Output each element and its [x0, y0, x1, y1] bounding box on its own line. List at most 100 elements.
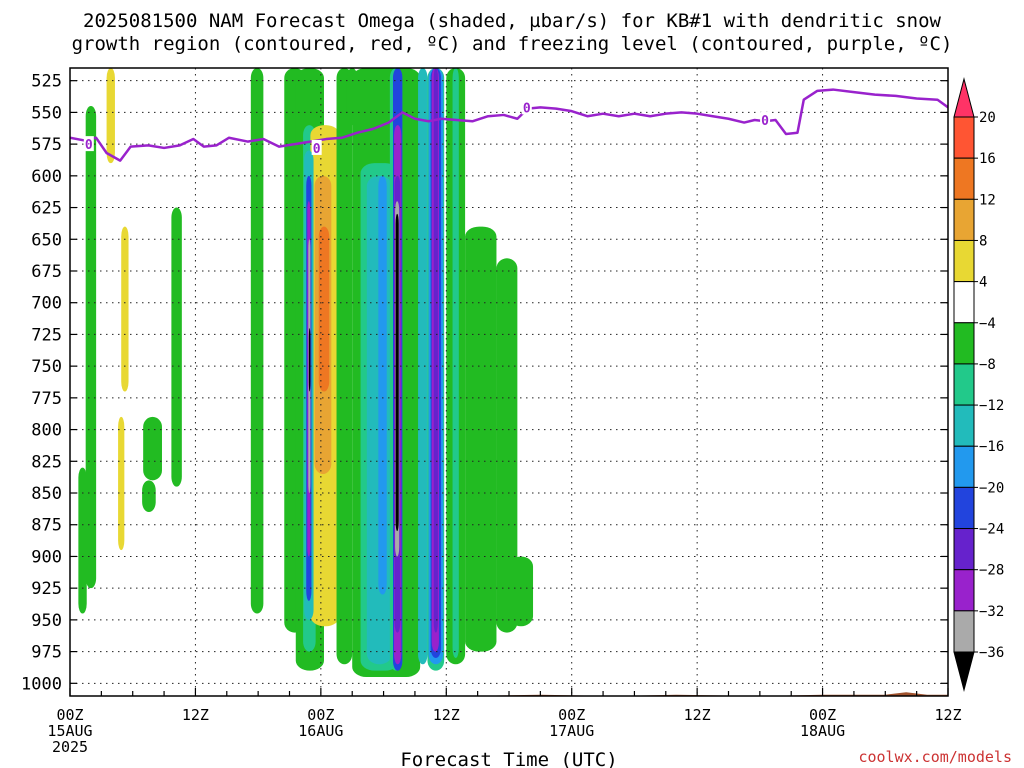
colorbar-label-6: −8 [979, 357, 996, 373]
ytick-label-875: 875 [31, 516, 62, 536]
colorbar-label-8: −16 [979, 439, 1004, 455]
omega-region-19 [308, 328, 311, 392]
ytick-label-625: 625 [31, 199, 62, 219]
colorbar: 20 16 12 8 4 −4 −8 −12 −16 −20 −24 −28 −32 −36 [953, 77, 1004, 692]
freezing-level-label-bg-1 [311, 139, 322, 155]
omega-region-4 [118, 416, 125, 551]
ytick-label-725: 725 [31, 325, 62, 345]
ytick-label-750: 750 [31, 357, 62, 377]
ytick-label-575: 575 [31, 135, 62, 155]
colorbar-segment-2 [953, 157, 975, 200]
xtick-date-0: 15AUG [47, 722, 92, 740]
freezing-level-label-bg-3 [760, 112, 771, 128]
xtick-label-60: 12Z [684, 706, 711, 724]
omega-region-41 [496, 258, 518, 633]
freezing-level-label-bg-2 [521, 99, 532, 115]
colorbar-tip-top [953, 77, 975, 118]
colorbar-segment-8 [953, 404, 975, 447]
freezing-level-label-3: 0 [761, 114, 769, 129]
freezing-level-line [70, 88, 948, 162]
colorbar-segment-3 [953, 198, 975, 241]
colorbar-label-9: −20 [979, 480, 1004, 496]
colorbar-segment-9 [953, 445, 975, 488]
xtick-label-84: 12Z [934, 706, 961, 724]
ytick-label-650: 650 [31, 230, 62, 250]
ytick-label-975: 975 [31, 643, 62, 663]
xtick-label-0: 00Z [56, 706, 83, 724]
omega-region-3 [121, 226, 129, 392]
xtick-date-24: 16AUG [298, 722, 343, 740]
omega-region-25 [378, 175, 387, 595]
omega-region-2 [106, 68, 115, 164]
xtick-label-48: 00Z [558, 706, 585, 724]
xtick-label-72: 00Z [809, 706, 836, 724]
ytick-label-675: 675 [31, 262, 62, 282]
ytick-label-775: 775 [31, 389, 62, 409]
source-credit: coolwx.com/models [858, 748, 1012, 766]
x-axis-label: Forecast Time (UTC) [400, 749, 617, 768]
grid-layer [70, 68, 948, 696]
colorbar-tip-bottom [953, 651, 975, 692]
ytick-label-925: 925 [31, 579, 62, 599]
ytick-label-525: 525 [31, 72, 62, 92]
xtick-date-72: 18AUG [800, 722, 845, 740]
chart-title-line-1: 2025081500 NAM Forecast Omega (shaded, µ… [83, 10, 941, 32]
omega-region-5 [143, 416, 162, 481]
colorbar-segment-10 [953, 486, 975, 530]
colorbar-label-13: −36 [979, 645, 1004, 661]
omega-region-20 [336, 68, 353, 665]
omega-region-1 [78, 467, 87, 614]
omega-region-8 [250, 68, 264, 614]
chart-title-line-2: growth region (contoured, red, ºC) and f… [71, 33, 953, 55]
colorbar-label-1: 16 [979, 151, 996, 167]
ytick-label-700: 700 [31, 294, 62, 314]
colorbar-label-11: −28 [979, 563, 1004, 579]
omega-shading-layer [70, 68, 948, 696]
colorbar-label-0: 20 [979, 110, 996, 126]
ytick-label-1000: 1000 [21, 674, 62, 694]
colorbar-segment-5 [953, 281, 975, 324]
freezing-level-label-0: 0 [85, 138, 93, 153]
ytick-label-825: 825 [31, 452, 62, 472]
colorbar-label-4: 4 [979, 275, 987, 291]
ytick-label-600: 600 [31, 167, 62, 187]
colorbar-segment-1 [953, 116, 975, 159]
colorbar-label-3: 8 [979, 233, 987, 249]
omega-region-39 [452, 68, 459, 658]
xtick-label-24: 00Z [307, 706, 334, 724]
freezing-level-label-bg-0 [83, 136, 94, 152]
freezing-level-layer: 0 0 0 0 [70, 88, 948, 162]
colorbar-segment-7 [953, 363, 975, 406]
colorbar-segment-12 [953, 569, 975, 612]
xtick-label-12: 12Z [182, 706, 209, 724]
colorbar-label-7: −12 [979, 398, 1004, 414]
freezing-level-label-1: 0 [313, 142, 321, 157]
omega-region-37 [433, 68, 438, 633]
omega-region-7 [171, 207, 182, 487]
xtick-date-48: 17AUG [549, 722, 594, 740]
omega-region-14 [318, 226, 330, 392]
omega-region-40 [465, 226, 497, 652]
colorbar-segment-13 [953, 610, 975, 653]
ytick-label-900: 900 [31, 547, 62, 567]
ytick-label-550: 550 [31, 103, 62, 123]
colorbar-label-10: −24 [979, 522, 1004, 538]
ytick-label-850: 850 [31, 484, 62, 504]
colorbar-label-2: 12 [979, 192, 996, 208]
freezing-level-label-2: 0 [523, 101, 531, 116]
ytick-label-950: 950 [31, 611, 62, 631]
ytick-label-800: 800 [31, 421, 62, 441]
axes-layer: 525 550 575 600 625 650 675 700 725 750 775 800 825 8… [21, 72, 962, 756]
omega-region-6 [142, 480, 156, 513]
colorbar-segment-4 [953, 239, 975, 283]
omega-region-31 [395, 213, 399, 532]
colorbar-segment-6 [953, 322, 975, 365]
colorbar-label-5: −4 [979, 316, 996, 332]
omega-region-0 [85, 106, 97, 589]
colorbar-label-12: −32 [979, 604, 1004, 620]
colorbar-segment-11 [953, 528, 975, 571]
xtick-year-0: 2025 [52, 738, 88, 756]
xtick-label-36: 12Z [433, 706, 460, 724]
omega-region-42 [509, 556, 534, 627]
